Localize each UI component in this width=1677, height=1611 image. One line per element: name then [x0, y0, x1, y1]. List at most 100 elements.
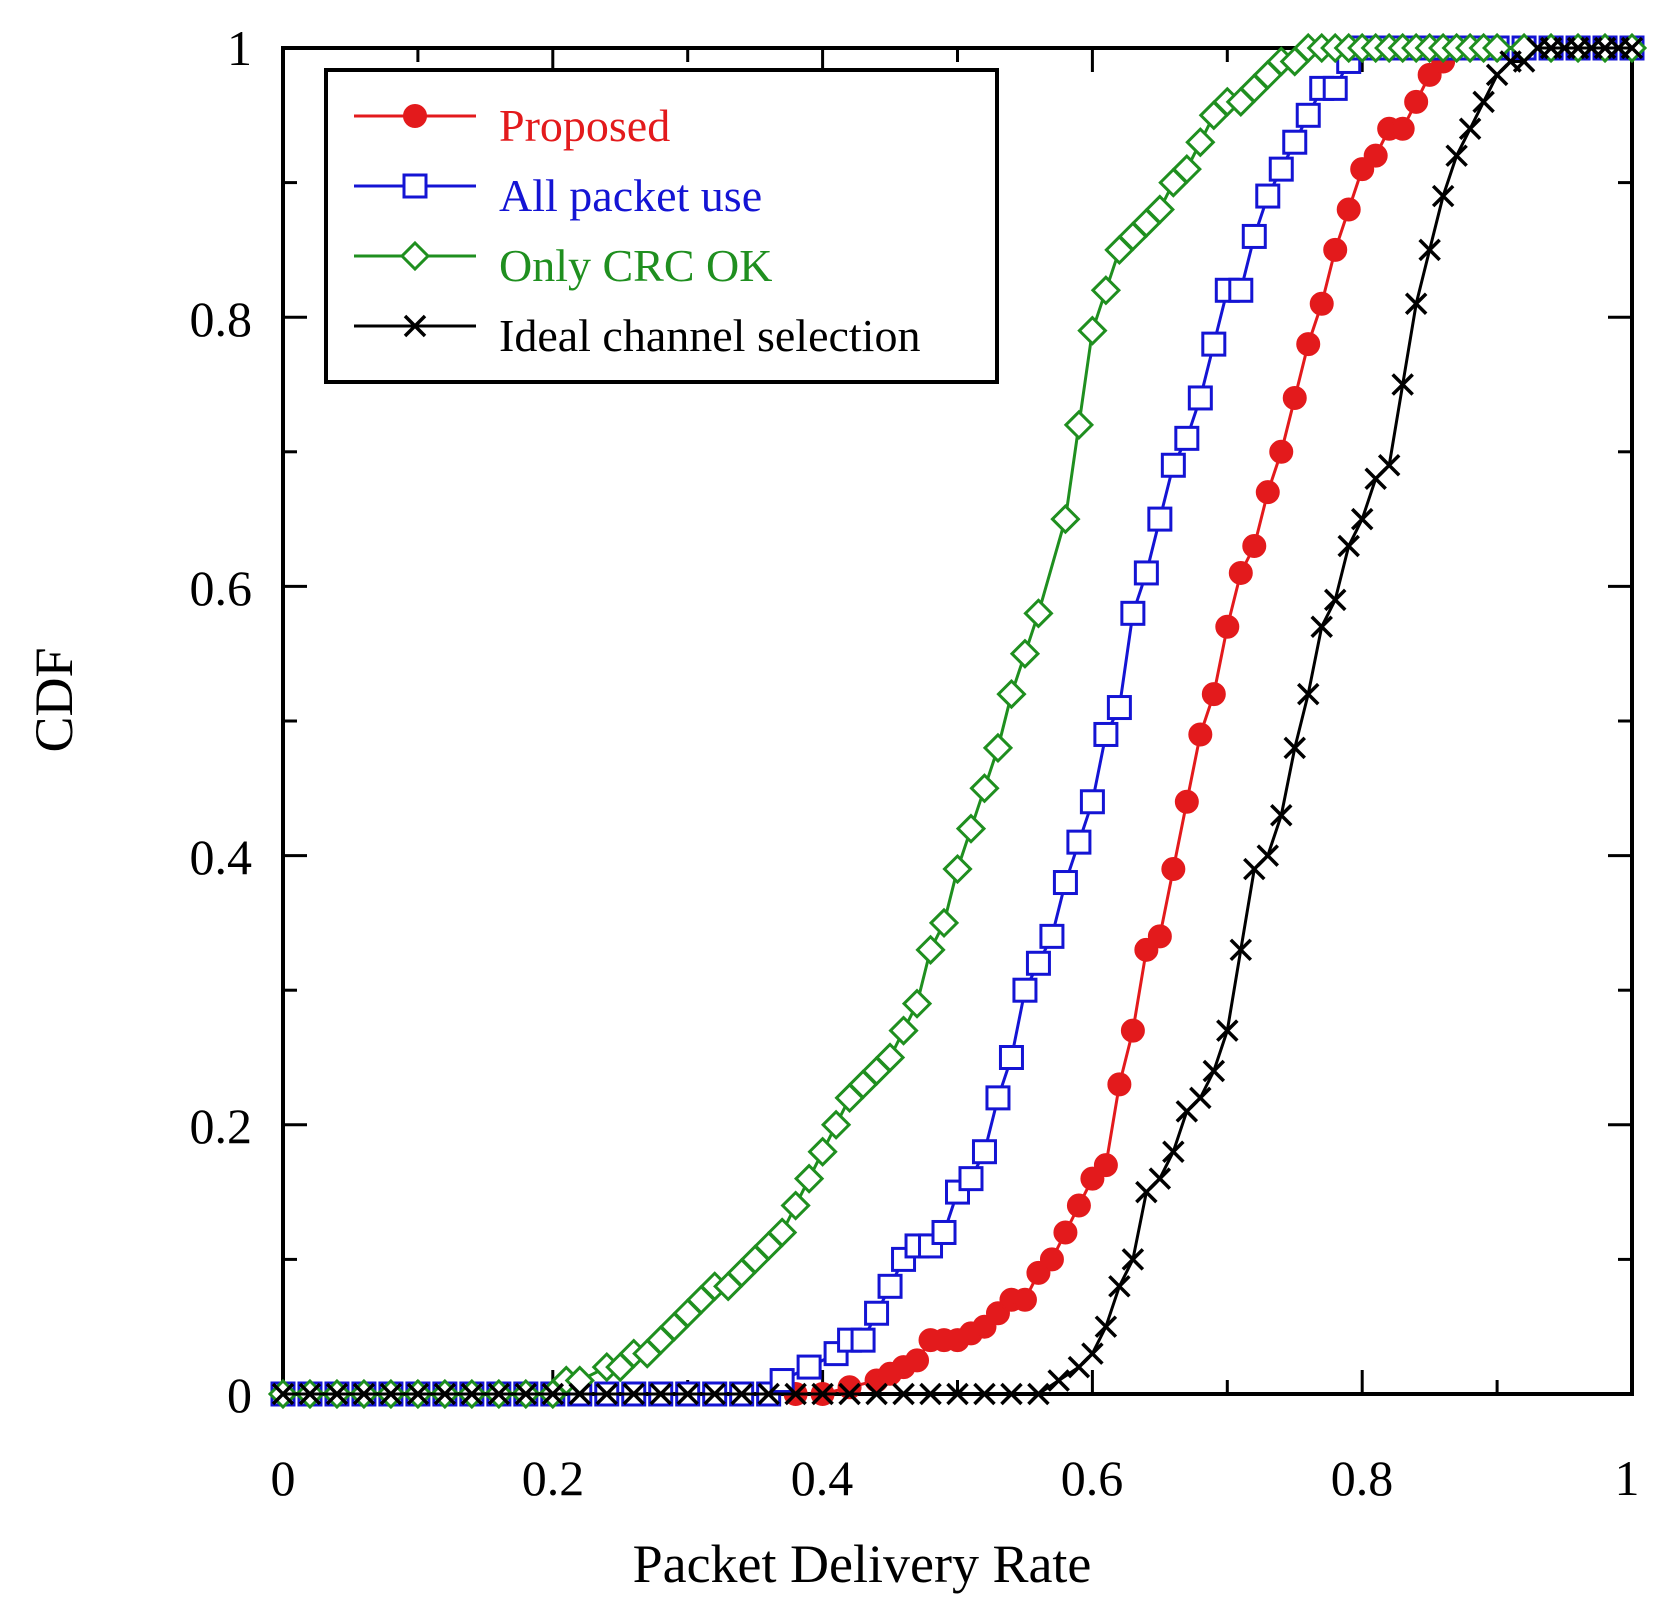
- data-point-proposed: [1215, 614, 1240, 639]
- data-point-ideal-channel-selection: [1458, 117, 1482, 140]
- data-point-all-packet-use: [1187, 385, 1213, 411]
- y-tick-label: 0.2: [190, 1098, 253, 1154]
- data-point-ideal-channel-selection: [1445, 144, 1468, 167]
- data-point-ideal-channel-selection: [271, 1382, 295, 1406]
- legend-entries: Proposed All packet use Only CRC OK Idea…: [354, 100, 920, 361]
- data-point-ideal-channel-selection: [703, 1382, 726, 1406]
- data-point-ideal-channel-selection: [622, 1382, 645, 1406]
- data-point-ideal-channel-selection: [865, 1382, 888, 1406]
- x-tick-label: 1: [1615, 1450, 1640, 1506]
- data-point-all-packet-use: [1133, 560, 1159, 586]
- data-point-proposed: [1161, 857, 1186, 882]
- data-point-proposed: [1053, 1220, 1078, 1245]
- data-point-ideal-channel-selection: [1256, 844, 1280, 867]
- y-axis-title: CDF: [24, 647, 84, 752]
- data-point-proposed: [1390, 116, 1415, 141]
- data-point-all-packet-use: [796, 1354, 822, 1380]
- data-point-only-crc-ok: [942, 853, 973, 885]
- data-point-ideal-channel-selection: [514, 1382, 538, 1406]
- y-tick-label: 0.6: [190, 560, 253, 616]
- data-point-ideal-channel-selection: [1121, 1248, 1145, 1271]
- data-point-all-packet-use: [1012, 977, 1038, 1003]
- data-point-all-packet-use: [877, 1273, 903, 1299]
- data-point-ideal-channel-selection: [1350, 507, 1374, 531]
- data-point-proposed: [1404, 89, 1429, 114]
- data-point-proposed: [1255, 480, 1280, 505]
- data-point-proposed: [1242, 534, 1267, 559]
- data-point-only-crc-ok: [888, 1015, 919, 1046]
- data-point-all-packet-use: [1322, 75, 1348, 101]
- data-point-ideal-channel-selection: [1148, 1167, 1172, 1190]
- data-point-proposed: [1039, 1247, 1064, 1272]
- y-tick-labels: 0 0.2 0.4 0.6 0.8 1: [190, 20, 253, 1423]
- data-point-only-crc-ok: [807, 1136, 838, 1167]
- data-point-ideal-channel-selection: [298, 1382, 322, 1406]
- data-point-all-packet-use: [1268, 156, 1294, 182]
- data-point-all-packet-use: [1079, 789, 1105, 815]
- data-point-proposed: [1309, 291, 1334, 316]
- data-point-all-packet-use: [1052, 870, 1078, 896]
- data-point-only-crc-ok: [874, 1042, 906, 1073]
- legend-label-ideal-channel-selection: Ideal channel selection: [499, 310, 920, 361]
- data-point-all-packet-use: [998, 1045, 1024, 1070]
- data-point-all-packet-use: [1228, 277, 1254, 303]
- data-point-ideal-channel-selection: [973, 1382, 996, 1406]
- data-point-only-crc-ok: [1185, 127, 1216, 158]
- data-point-ideal-channel-selection: [1418, 238, 1441, 262]
- data-point-ideal-channel-selection: [676, 1382, 699, 1406]
- data-point-ideal-channel-selection: [406, 1382, 430, 1406]
- data-point-ideal-channel-selection: [1270, 803, 1293, 827]
- data-point-all-packet-use: [1255, 183, 1281, 209]
- data-point-proposed: [1282, 385, 1307, 410]
- data-point-only-crc-ok: [1009, 638, 1041, 669]
- data-point-ideal-channel-selection: [379, 1382, 403, 1406]
- data-point-all-packet-use: [1120, 600, 1146, 626]
- data-point-only-crc-ok: [1144, 194, 1175, 225]
- data-point-all-packet-use: [1282, 129, 1308, 155]
- data-point-ideal-channel-selection: [541, 1382, 565, 1406]
- x-tick-label: 0: [271, 1450, 296, 1506]
- data-point-only-crc-ok: [969, 773, 1000, 804]
- data-point-ideal-channel-selection: [1047, 1369, 1070, 1392]
- data-point-proposed: [1012, 1287, 1037, 1312]
- data-point-ideal-channel-selection: [1081, 1342, 1104, 1365]
- x-tick-label: 0.2: [522, 1450, 585, 1506]
- data-point-only-crc-ok: [1077, 315, 1108, 346]
- data-point-all-packet-use: [1025, 950, 1051, 976]
- data-point-ideal-channel-selection: [1229, 938, 1253, 962]
- data-point-only-crc-ok: [820, 1109, 852, 1140]
- data-point-all-packet-use: [1174, 425, 1200, 451]
- legend-marker-ideal-channel-selection: [403, 314, 427, 338]
- legend-marker-all-packet-use: [402, 173, 428, 199]
- data-point-ideal-channel-selection: [919, 1382, 942, 1406]
- data-point-proposed: [1174, 789, 1199, 814]
- data-point-proposed: [1201, 682, 1226, 707]
- data-point-ideal-channel-selection: [352, 1382, 376, 1406]
- data-point-all-packet-use: [971, 1139, 997, 1165]
- legend-label-all-packet-use: All packet use: [499, 170, 762, 221]
- data-point-only-crc-ok: [982, 732, 1014, 764]
- data-point-ideal-channel-selection: [1027, 1382, 1050, 1406]
- data-point-ideal-channel-selection: [1000, 1382, 1023, 1406]
- data-point-only-crc-ok: [901, 988, 933, 1019]
- data-point-proposed: [1120, 1018, 1145, 1043]
- data-point-ideal-channel-selection: [892, 1382, 915, 1406]
- data-point-all-packet-use: [864, 1300, 890, 1326]
- data-point-proposed: [1228, 560, 1253, 585]
- data-point-ideal-channel-selection: [1323, 588, 1347, 612]
- data-point-all-packet-use: [1295, 102, 1321, 128]
- data-point-proposed: [1323, 237, 1348, 262]
- legend-marker-only-crc-ok: [399, 240, 431, 272]
- data-point-ideal-channel-selection: [1162, 1140, 1185, 1163]
- data-point-only-crc-ok: [1023, 598, 1054, 629]
- data-point-ideal-channel-selection: [487, 1382, 511, 1406]
- series-layer: [267, 32, 1648, 1410]
- data-point-ideal-channel-selection: [1202, 1059, 1226, 1083]
- data-point-proposed: [1269, 439, 1294, 464]
- data-point-ideal-channel-selection: [1377, 454, 1401, 477]
- x-axis-title: Packet Delivery Rate: [633, 1534, 1092, 1594]
- data-point-all-packet-use: [850, 1327, 876, 1353]
- y-tick-label: 0: [227, 1367, 252, 1423]
- data-point-ideal-channel-selection: [784, 1382, 807, 1406]
- data-point-only-crc-ok: [793, 1163, 825, 1194]
